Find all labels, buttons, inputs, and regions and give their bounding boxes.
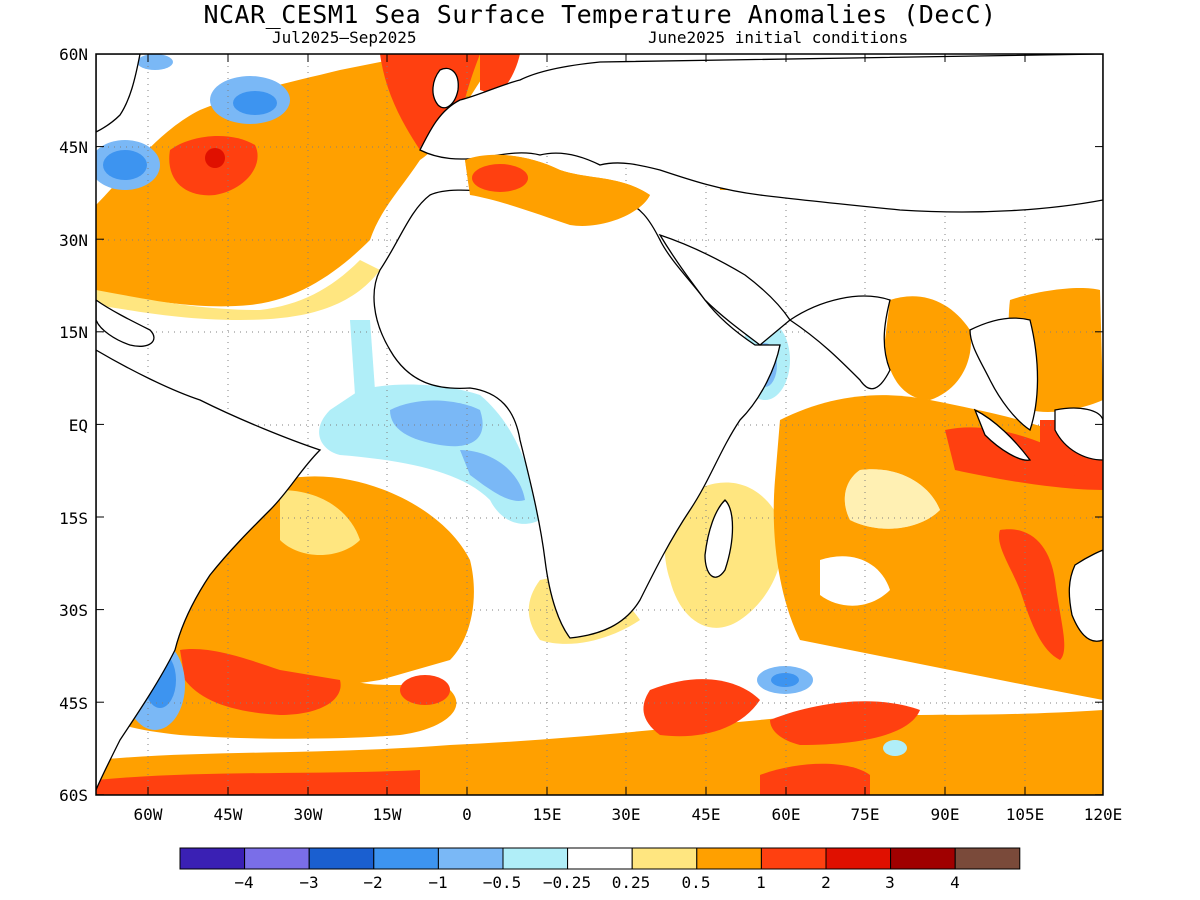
longitude-axis-labels: 60W 45W 30W 15W 0 15E 30E 45E 60E 75E 90…	[134, 805, 1123, 824]
map-title: NCAR_CESM1 Sea Surface Temperature Anoma…	[203, 0, 997, 29]
colorbar-label-neg05: −0.5	[483, 873, 522, 892]
colorbar-swatch	[502, 847, 569, 870]
lat-label-15n: 15N	[59, 323, 88, 342]
coastline-australia	[1068, 549, 1103, 642]
colorbar-swatch	[954, 847, 1021, 870]
colorbar-swatch	[760, 847, 827, 870]
colorbar-label-neg3: −3	[299, 873, 318, 892]
colorbar-label-1: 1	[756, 873, 766, 892]
initial-conditions-label: June2025 initial conditions	[648, 28, 909, 47]
anomaly-patch-tropical-atlantic-cool	[319, 384, 540, 524]
lat-label-60n: 60N	[59, 45, 88, 64]
colorbar-swatch	[696, 847, 762, 870]
lon-label-30e: 30E	[612, 805, 641, 824]
lon-label-15e: 15E	[533, 805, 562, 824]
coastline-madagascar	[704, 499, 734, 578]
colorbar-label-neg4: −4	[234, 873, 253, 892]
coastline-sumatra	[973, 408, 1032, 461]
anomaly-patch-north-sea	[480, 54, 520, 95]
colorbar-swatch	[308, 847, 375, 870]
lon-label-45e: 45E	[692, 805, 721, 824]
colorbar-label-neg2: −2	[363, 873, 382, 892]
coastline-british-isles	[432, 67, 459, 109]
colorbar-swatch	[890, 847, 956, 870]
colorbar-swatch	[631, 847, 698, 870]
lon-label-15w: 15W	[373, 805, 402, 824]
colorbar-label-neg1: −1	[428, 873, 447, 892]
coastline-borneo	[1054, 407, 1103, 461]
colorbar-swatch	[373, 847, 439, 870]
coastline-southeast-asia	[969, 317, 1039, 432]
anomaly-patch-north-atlantic	[96, 54, 500, 307]
lat-label-30n: 30N	[59, 231, 88, 250]
colorbar-label-2: 2	[821, 873, 831, 892]
lon-label-60e: 60E	[772, 805, 801, 824]
lon-label-75e: 75E	[851, 805, 880, 824]
colorbar-tick-labels: −4 −3 −2 −1 −0.5 −0.25 0.25 0.5 1 2 3 4	[234, 873, 959, 892]
lon-label-90e: 90E	[931, 805, 960, 824]
latitude-axis-labels: 60N 45N 30N 15N EQ 15S 30S 45S 60S	[59, 45, 88, 805]
colorbar-label-4: 4	[950, 873, 960, 892]
anomaly-patch-north-atlantic-edge	[96, 260, 380, 320]
colorbar-swatch	[244, 847, 310, 870]
colorbar-label-neg025: −0.25	[543, 873, 591, 892]
colorbar-swatch	[179, 847, 246, 870]
lat-label-45s: 45S	[59, 694, 88, 713]
lon-label-120e: 120E	[1084, 805, 1123, 824]
coastline-europe	[419, 54, 1103, 213]
colorbar-label-05: 0.5	[682, 873, 711, 892]
lon-label-60w: 60W	[134, 805, 163, 824]
colorbar-label-3: 3	[885, 873, 895, 892]
coastline-south-america	[96, 349, 322, 791]
colorbar-swatch	[437, 847, 504, 870]
axis-ticks	[96, 53, 1103, 796]
lon-label-45w: 45W	[214, 805, 243, 824]
coastline-north-america	[96, 54, 141, 133]
period-label: Jul2025–Sep2025	[272, 28, 417, 47]
lat-label-45n: 45N	[59, 138, 88, 157]
lat-label-60s: 60S	[59, 786, 88, 805]
coastline-africa	[373, 189, 781, 639]
lat-label-30s: 30S	[59, 601, 88, 620]
colorbar	[179, 847, 1021, 870]
lon-label-0: 0	[462, 805, 472, 824]
lon-label-105e: 105E	[1006, 805, 1045, 824]
coastline-india	[788, 295, 891, 390]
lat-label-15s: 15S	[59, 509, 88, 528]
lat-label-eq: EQ	[69, 416, 88, 435]
colorbar-label-025: 0.25	[612, 873, 651, 892]
colorbar-swatch	[567, 847, 633, 870]
colorbar-swatch	[825, 847, 892, 870]
coastlines	[96, 54, 1103, 791]
lon-label-30w: 30W	[294, 805, 323, 824]
anomaly-patch-south-atlantic	[179, 476, 474, 688]
